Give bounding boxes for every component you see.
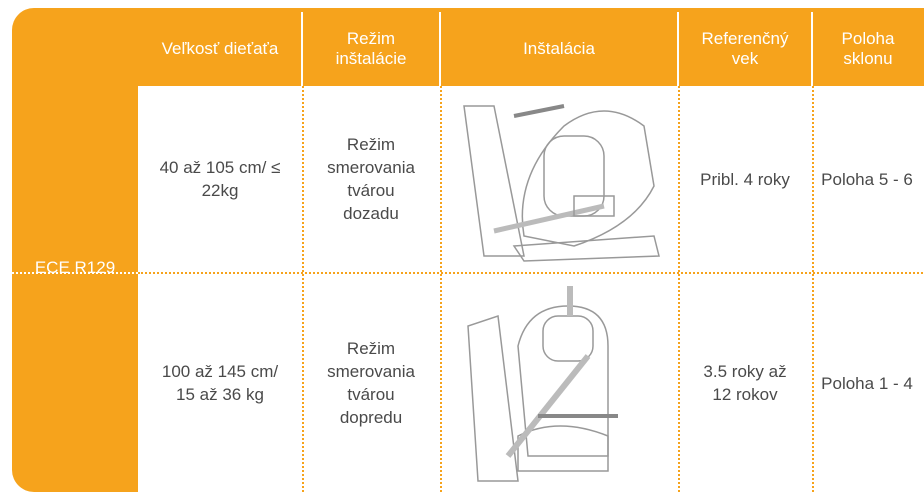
car-seat-illustration (467, 286, 618, 482)
cell: Pribl. 4 roky (700, 169, 790, 189)
header-separator (301, 12, 303, 86)
header-separator (677, 12, 679, 86)
column-divider (440, 86, 442, 492)
column-header: Poloha sklonu (841, 29, 895, 68)
column-header: Veľkosť dieťaťa (161, 39, 279, 58)
row-divider (12, 272, 138, 274)
column-header: Režim inštalácie (335, 29, 407, 68)
car-seat-illustration (463, 104, 660, 262)
column-divider (302, 86, 304, 492)
cell: Poloha 5 - 6 (821, 169, 913, 189)
cell: Režim smerovania tvárou dopredu (327, 339, 415, 427)
header-separator (439, 12, 441, 86)
table-card: Veľkosť dieťaťa Režim inštalácie Inštalá… (12, 8, 924, 492)
column-header: Referenčný vek (701, 29, 789, 68)
column-header: Inštalácia (523, 39, 595, 58)
cell: Režim smerovania tvárou dozadu (327, 135, 415, 223)
group-label: ECE R129 (34, 258, 116, 277)
cell: 100 až 145 cm/ 15 až 36 kg (161, 362, 279, 404)
column-divider (678, 86, 680, 492)
table-body: 40 až 105 cm/ ≤ 22kg Režim smerovania tv… (138, 86, 924, 492)
header-separator (811, 12, 813, 86)
cell: Poloha 1 - 4 (821, 373, 913, 393)
row-divider (138, 272, 924, 274)
cell: 40 až 105 cm/ ≤ 22kg (159, 158, 281, 200)
cell: 3.5 roky až 12 rokov (703, 362, 787, 404)
column-divider (812, 86, 814, 492)
